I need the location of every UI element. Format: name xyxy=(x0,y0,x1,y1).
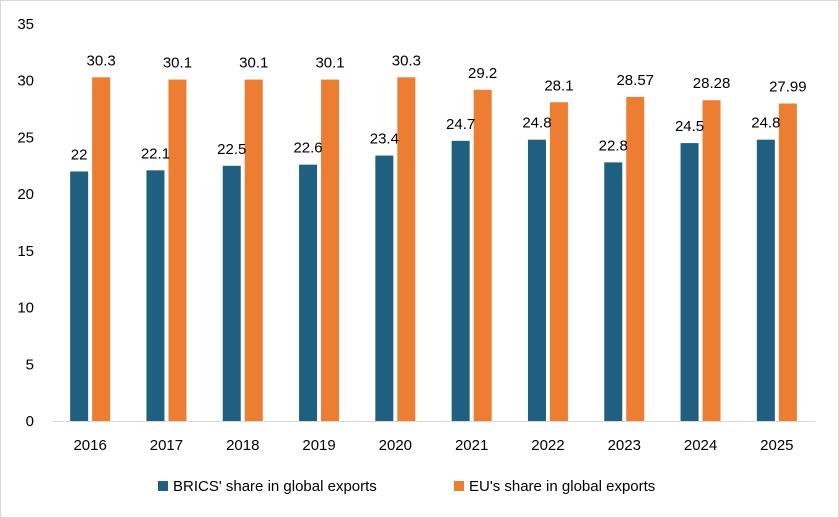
eu-data-label-2017: 30.1 xyxy=(163,55,192,72)
legend-swatch-eu xyxy=(454,481,464,491)
x-tick-label-2017: 2017 xyxy=(150,437,183,454)
brics-bar-2017 xyxy=(146,170,165,421)
eu-bar-2017 xyxy=(168,79,187,421)
brics-data-label-2025: 24.8 xyxy=(751,115,780,132)
legend: BRICS' share in global exports EU's share… xyxy=(158,478,655,495)
brics-data-label-2020: 23.4 xyxy=(370,131,399,148)
x-tick-label-2018: 2018 xyxy=(226,437,259,454)
y-axis-ticks: 0 5 10 15 20 25 30 35 xyxy=(17,16,34,430)
eu-data-label-2024: 28.28 xyxy=(693,75,731,92)
brics-bar-2023 xyxy=(604,162,623,421)
eu-bar-2024 xyxy=(702,100,721,421)
x-tick-label-2022: 2022 xyxy=(531,437,564,454)
x-tick-label-2025: 2025 xyxy=(760,437,793,454)
brics-bar-2021 xyxy=(451,140,470,421)
eu-bar-2021 xyxy=(473,89,492,421)
x-tick-label-2020: 2020 xyxy=(379,437,412,454)
x-tick-label-2021: 2021 xyxy=(455,437,488,454)
y-tick-label: 5 xyxy=(26,356,34,373)
eu-bar-2023 xyxy=(626,96,645,421)
legend-label-eu: EU's share in global exports xyxy=(469,478,655,495)
x-tick-label-2016: 2016 xyxy=(73,437,106,454)
data-labels: 22 30.3 22.1 30.1 22.5 30.1 22.6 30.1 23.4 30.3 24… xyxy=(71,52,807,163)
brics-data-label-2017: 22.1 xyxy=(141,145,170,162)
eu-data-label-2025: 27.99 xyxy=(769,79,807,96)
legend-swatch-brics xyxy=(158,481,168,491)
y-tick-label: 20 xyxy=(17,186,34,203)
brics-bar-2024 xyxy=(680,143,699,421)
bars xyxy=(70,77,797,421)
x-tick-label-2023: 2023 xyxy=(608,437,641,454)
brics-bar-2016 xyxy=(70,171,89,421)
y-tick-label: 25 xyxy=(17,129,34,146)
brics-data-label-2018: 22.5 xyxy=(217,141,246,158)
x-tick-label-2019: 2019 xyxy=(302,437,335,454)
brics-bar-2025 xyxy=(756,139,775,421)
eu-data-label-2021: 29.2 xyxy=(468,65,497,82)
eu-bar-2025 xyxy=(778,103,797,421)
eu-data-label-2018: 30.1 xyxy=(239,55,268,72)
eu-data-label-2023: 28.57 xyxy=(616,72,654,89)
eu-bar-2019 xyxy=(321,79,340,421)
eu-data-label-2022: 28.1 xyxy=(544,77,573,94)
x-axis-ticks: 2016 2017 2018 2019 2020 2021 2022 2023 2024 2025 xyxy=(73,437,793,454)
eu-bar-2018 xyxy=(244,79,263,421)
brics-data-label-2016: 22 xyxy=(71,146,88,163)
brics-bar-2022 xyxy=(527,139,546,421)
brics-data-label-2019: 22.6 xyxy=(293,140,322,157)
brics-data-label-2023: 22.8 xyxy=(599,137,628,154)
y-tick-label: 10 xyxy=(17,300,34,317)
brics-data-label-2022: 24.8 xyxy=(522,115,551,132)
legend-label-brics: BRICS' share in global exports xyxy=(173,478,377,495)
eu-bar-2016 xyxy=(92,77,111,421)
brics-data-label-2024: 24.5 xyxy=(675,118,704,135)
y-tick-label: 15 xyxy=(17,243,34,260)
eu-data-label-2016: 30.3 xyxy=(87,52,116,69)
x-tick-label-2024: 2024 xyxy=(684,437,717,454)
brics-bar-2020 xyxy=(375,155,394,421)
brics-data-label-2021: 24.7 xyxy=(446,116,475,133)
y-tick-label: 30 xyxy=(17,73,34,90)
eu-bar-2022 xyxy=(549,102,568,421)
y-tick-label: 35 xyxy=(17,16,34,33)
brics-bar-2019 xyxy=(299,164,318,421)
brics-bar-2018 xyxy=(222,165,241,421)
y-tick-label: 0 xyxy=(26,413,34,430)
eu-bar-2020 xyxy=(397,77,416,421)
eu-data-label-2019: 30.1 xyxy=(315,55,344,72)
eu-data-label-2020: 30.3 xyxy=(392,52,421,69)
